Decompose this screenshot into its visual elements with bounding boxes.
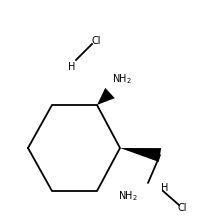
Polygon shape bbox=[120, 148, 161, 162]
Text: Cl: Cl bbox=[92, 36, 101, 46]
Text: NH$_2$: NH$_2$ bbox=[112, 72, 132, 86]
Text: H: H bbox=[68, 62, 75, 72]
Polygon shape bbox=[97, 88, 115, 105]
Text: H: H bbox=[161, 183, 168, 193]
Text: NH$_2$: NH$_2$ bbox=[118, 189, 138, 203]
Text: Cl: Cl bbox=[178, 203, 187, 213]
